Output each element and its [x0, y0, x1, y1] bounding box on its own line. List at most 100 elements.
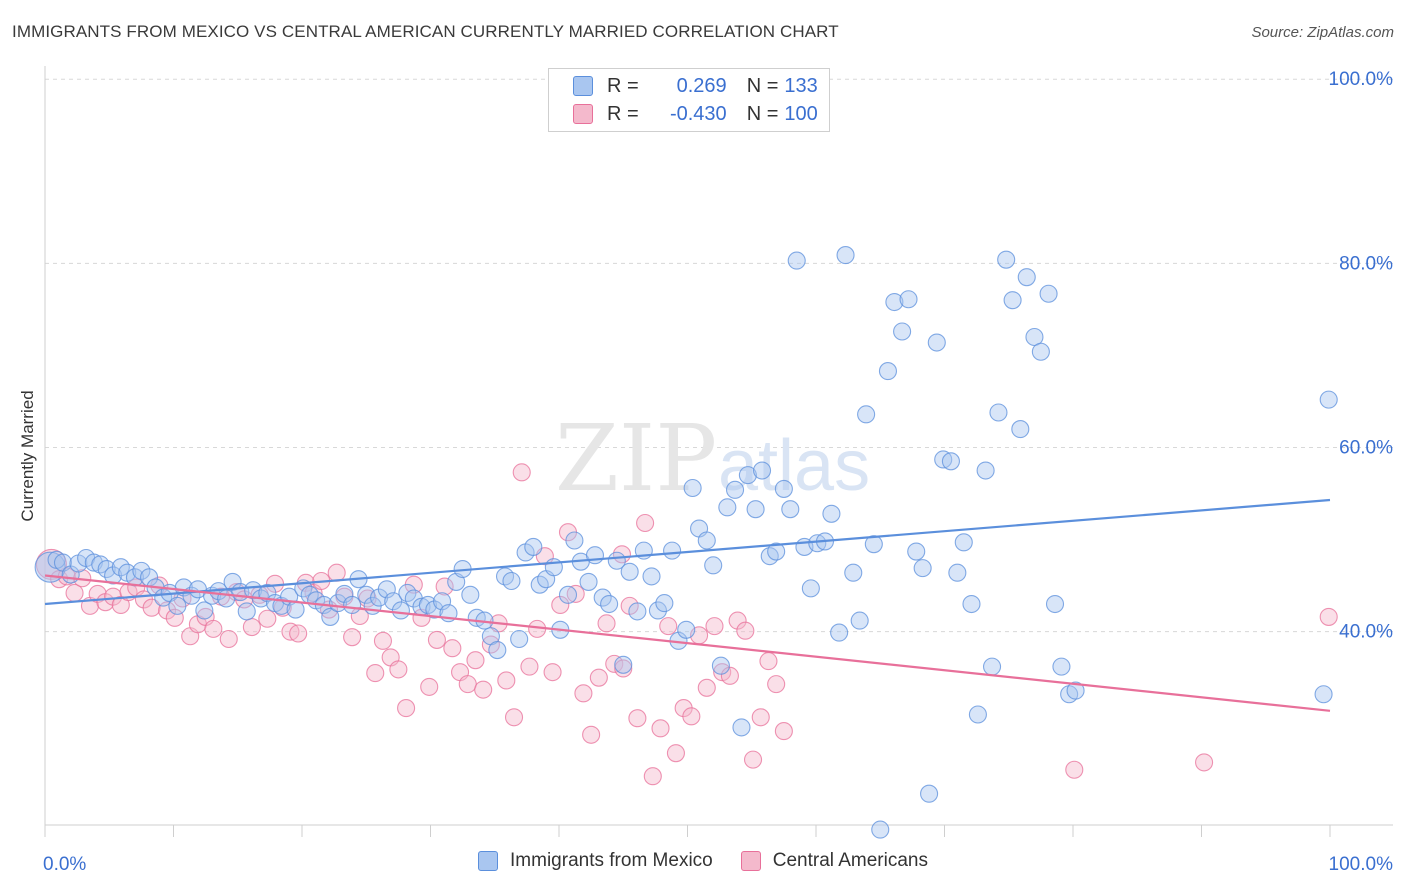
data-point	[258, 583, 277, 603]
data-point	[258, 609, 277, 628]
data-point	[510, 629, 529, 649]
y-tick-label: 100.0%	[1329, 69, 1394, 90]
data-point	[864, 535, 883, 554]
data-point	[736, 621, 755, 640]
data-point	[893, 322, 912, 341]
data-point	[327, 563, 346, 582]
data-point	[760, 547, 779, 566]
data-point	[1314, 685, 1333, 704]
data-point	[165, 608, 184, 627]
data-point	[751, 708, 770, 727]
data-point	[142, 598, 161, 617]
data-point	[600, 594, 619, 614]
data-point	[801, 579, 820, 598]
legend-r-value: 0.269	[676, 74, 727, 97]
data-point	[655, 594, 674, 613]
chart-title: IMMIGRANTS FROM MEXICO VS CENTRAL AMERIC…	[12, 22, 839, 41]
data-point	[941, 452, 960, 471]
legend-n-label: N =	[746, 102, 779, 125]
data-point	[397, 699, 416, 718]
data-point	[461, 585, 480, 604]
watermark-zip: ZIP	[555, 405, 717, 512]
data-point	[566, 584, 585, 603]
data-point	[443, 639, 462, 658]
data-point	[497, 671, 516, 690]
data-point	[962, 594, 981, 614]
data-point	[520, 657, 539, 676]
data-point	[620, 562, 639, 581]
data-point	[391, 601, 410, 620]
gridlines	[44, 66, 1393, 837]
data-point	[1066, 681, 1085, 700]
data-point	[579, 572, 598, 591]
legend-swatch-pink	[740, 851, 761, 871]
data-point	[389, 660, 408, 679]
data-point	[899, 290, 918, 309]
data-point	[738, 466, 757, 485]
data-point	[366, 664, 385, 683]
data-point	[474, 680, 493, 699]
data-point	[857, 405, 876, 424]
data-point	[982, 657, 1002, 676]
data-point	[502, 571, 521, 591]
tick-labels: 40.0% 60.0% 80.0% 100.0% 0.0% 100.0%	[43, 69, 1393, 875]
data-point	[614, 655, 633, 674]
legend-r-label: R =	[607, 102, 639, 125]
data-point	[565, 531, 584, 550]
data-point	[752, 461, 772, 480]
trend-lines	[44, 498, 1331, 712]
data-point	[343, 628, 362, 647]
trend-line	[44, 574, 1331, 712]
data-point	[697, 531, 716, 550]
data-point	[1319, 390, 1338, 409]
data-point	[871, 820, 890, 839]
data-point	[458, 675, 477, 694]
correlation-legend: R = 0.269 N = 133 R = -0.430 N = 100	[548, 68, 830, 132]
data-point	[997, 250, 1016, 269]
data-point	[659, 617, 678, 636]
data-point	[844, 563, 863, 582]
y-tick-label: 80.0%	[1339, 253, 1393, 274]
legend-row-central: R = -0.430 N = 100	[549, 101, 818, 127]
data-point	[343, 595, 362, 614]
legend-swatch-blue	[478, 851, 499, 871]
trend-line	[44, 498, 1331, 606]
data-point	[597, 614, 616, 633]
data-point	[677, 620, 696, 639]
data-point	[543, 663, 562, 682]
x-tick-label: 0.0%	[43, 854, 86, 875]
series-legend: Immigrants from Mexico Central Americans	[0, 850, 1406, 872]
legend-n-value: 100	[784, 102, 818, 125]
data-point	[711, 656, 730, 675]
data-point	[1319, 607, 1338, 626]
data-point	[574, 684, 593, 703]
data-point	[1045, 594, 1065, 614]
data-point	[830, 623, 849, 642]
data-point	[1052, 657, 1071, 676]
data-point	[488, 641, 507, 660]
legend-n-value: 133	[784, 74, 818, 97]
data-point	[920, 784, 939, 803]
legend-r-label: R =	[607, 74, 639, 97]
data-point	[954, 533, 973, 552]
data-point	[732, 718, 751, 737]
data-point	[373, 631, 393, 650]
data-point	[822, 504, 841, 523]
watermark: ZIP atlas	[555, 405, 870, 512]
data-point	[767, 675, 786, 694]
data-point	[767, 542, 786, 561]
data-point	[989, 403, 1008, 422]
legend-item-mexico: Immigrants from Mexico	[478, 850, 713, 872]
data-point	[223, 572, 242, 591]
data-point	[663, 541, 682, 560]
y-tick-label: 60.0%	[1339, 438, 1393, 459]
data-point	[718, 498, 737, 517]
data-point	[774, 479, 793, 498]
data-point	[195, 601, 214, 620]
data-point	[585, 546, 605, 565]
data-point	[168, 596, 187, 615]
data-point	[34, 551, 66, 583]
source-label: Source: ZipAtlas.com	[1251, 24, 1394, 41]
data-point	[683, 478, 702, 498]
data-point	[524, 537, 543, 556]
